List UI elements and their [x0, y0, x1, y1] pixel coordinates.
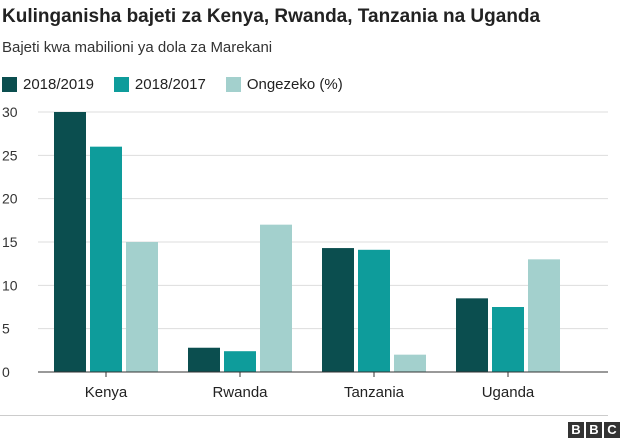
x-tick-label: Tanzania [344, 384, 405, 401]
y-tick-label: 5 [2, 321, 10, 337]
bbc-logo-letter: C [604, 422, 620, 438]
axes: 0 5 10 15 20 25 30 Kenya Rwanda Tanzania Uganda [2, 104, 608, 401]
legend-label: 2018/2019 [23, 76, 94, 93]
bar [492, 307, 524, 372]
bar [394, 354, 426, 372]
bar [358, 249, 390, 372]
bar [260, 224, 292, 372]
legend-item-ongezeko: Ongezeko (%) [225, 76, 343, 93]
chart-title: Kulinganisha bajeti za Kenya, Rwanda, Ta… [2, 6, 541, 27]
legend-swatch [225, 77, 241, 92]
legend-label: 2018/2017 [134, 76, 206, 93]
bar [126, 242, 158, 372]
y-tick-label: 20 [2, 191, 18, 207]
bbc-logo-letter: B [586, 422, 602, 438]
y-tick-label: 10 [2, 277, 18, 293]
y-tick-label: 30 [2, 104, 18, 120]
bar [456, 298, 488, 372]
bar-chart: 0 5 10 15 20 25 30 Kenya Rwanda Tanzania Uganda [2, 104, 608, 401]
y-tick-label: 25 [2, 147, 18, 163]
legend-item-2018-2019: 2018/2019 [2, 76, 94, 93]
bbc-logo: B B C [568, 422, 620, 438]
y-tick-label: 15 [2, 234, 18, 250]
x-tick-label: Rwanda [212, 384, 268, 401]
bar [322, 248, 354, 372]
bar [224, 351, 256, 372]
legend: 2018/2019 2018/2017 Ongezeko (%) [2, 76, 363, 93]
x-tick-label: Uganda [482, 384, 535, 401]
footer-divider [0, 415, 608, 416]
legend-label: Ongezeko (%) [246, 76, 343, 93]
bar [528, 259, 560, 372]
x-tick-label: Kenya [85, 384, 128, 401]
y-tick-label: 0 [2, 364, 10, 380]
bars [54, 112, 560, 372]
bbc-logo-letter: B [568, 422, 584, 438]
chart-subtitle: Bajeti kwa mabilioni ya dola za Marekani [2, 39, 273, 56]
bar [90, 146, 122, 372]
bar [54, 112, 86, 372]
bar [188, 347, 220, 372]
legend-item-2018-2017: 2018/2017 [113, 76, 206, 93]
legend-swatch [2, 77, 17, 92]
legend-swatch [113, 77, 129, 92]
